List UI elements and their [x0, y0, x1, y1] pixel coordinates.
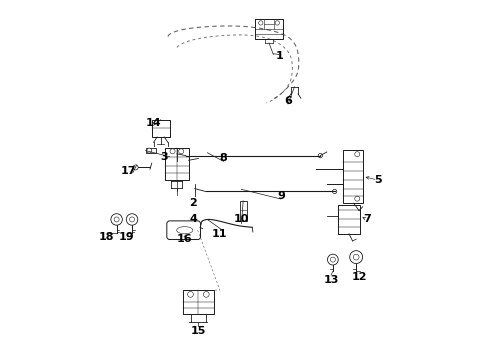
Bar	[240, 201, 247, 221]
Circle shape	[318, 153, 322, 158]
Bar	[255, 19, 283, 40]
Text: 16: 16	[176, 234, 192, 244]
FancyBboxPatch shape	[167, 221, 200, 239]
Text: 9: 9	[277, 191, 285, 201]
Circle shape	[126, 214, 138, 225]
Circle shape	[350, 251, 363, 264]
Circle shape	[188, 292, 194, 297]
Text: 18: 18	[99, 232, 115, 242]
Text: 11: 11	[212, 229, 228, 239]
Circle shape	[114, 217, 119, 222]
Bar	[183, 290, 214, 315]
Text: 10: 10	[234, 215, 249, 224]
Text: 1: 1	[275, 51, 283, 61]
Circle shape	[353, 254, 359, 260]
Text: 19: 19	[119, 232, 134, 242]
Circle shape	[327, 254, 338, 265]
Circle shape	[111, 214, 122, 225]
Text: 15: 15	[191, 325, 206, 336]
Text: 14: 14	[146, 118, 161, 128]
Text: 17: 17	[121, 166, 136, 176]
Text: 13: 13	[323, 275, 339, 285]
Text: 6: 6	[284, 96, 292, 106]
Circle shape	[203, 292, 209, 297]
Circle shape	[259, 21, 263, 25]
Ellipse shape	[177, 226, 193, 234]
Circle shape	[133, 165, 138, 170]
Circle shape	[355, 196, 360, 201]
Text: 4: 4	[189, 215, 197, 224]
Text: 5: 5	[374, 175, 382, 185]
Bar	[343, 149, 363, 203]
Bar	[166, 148, 189, 180]
Circle shape	[333, 189, 337, 194]
Circle shape	[170, 149, 175, 154]
Bar	[146, 148, 156, 153]
Bar	[152, 120, 170, 137]
Text: 12: 12	[352, 272, 368, 282]
Text: 8: 8	[220, 153, 227, 163]
Circle shape	[330, 257, 335, 262]
Text: 7: 7	[363, 215, 371, 224]
Circle shape	[179, 149, 184, 154]
Circle shape	[129, 217, 135, 222]
Bar	[338, 205, 360, 234]
Circle shape	[275, 21, 279, 25]
Text: 2: 2	[189, 198, 197, 208]
Circle shape	[147, 148, 152, 153]
Circle shape	[355, 152, 360, 157]
Text: 3: 3	[161, 152, 168, 162]
